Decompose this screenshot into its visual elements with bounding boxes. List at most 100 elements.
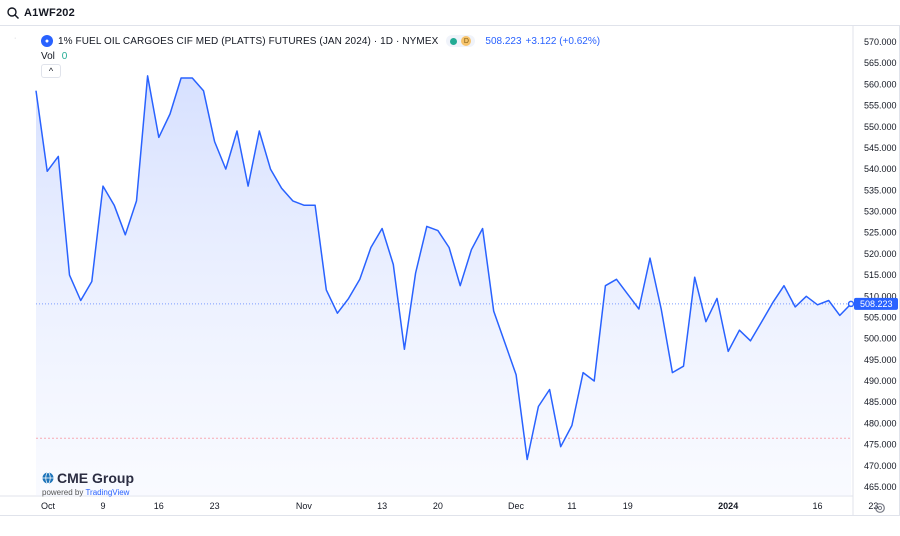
data-point[interactable]	[694, 276, 696, 278]
collapse-legend-button[interactable]: ^	[41, 64, 61, 78]
data-point[interactable]	[191, 77, 193, 79]
data-point[interactable]	[158, 136, 160, 138]
data-point[interactable]	[35, 90, 37, 92]
data-point[interactable]	[749, 340, 751, 342]
data-point[interactable]	[839, 314, 841, 316]
data-point[interactable]	[80, 299, 82, 301]
data-point[interactable]	[716, 297, 718, 299]
data-point[interactable]	[292, 200, 294, 202]
data-point[interactable]	[783, 285, 785, 287]
gear-icon[interactable]	[874, 502, 886, 514]
data-point[interactable]	[258, 130, 260, 132]
data-point[interactable]	[772, 301, 774, 303]
data-point[interactable]	[370, 246, 372, 248]
data-point[interactable]	[682, 365, 684, 367]
data-point[interactable]	[68, 274, 70, 276]
last-price-tag-label: 508.223	[860, 299, 893, 309]
search-icon[interactable]	[6, 6, 20, 20]
data-point[interactable]	[225, 168, 227, 170]
market-status-icon	[450, 37, 458, 45]
data-point[interactable]	[560, 446, 562, 448]
cme-logo[interactable]: CME Group	[42, 470, 134, 486]
data-point[interactable]	[269, 168, 271, 170]
data-point[interactable]	[325, 289, 327, 291]
data-point[interactable]	[124, 234, 126, 236]
data-point[interactable]	[794, 306, 796, 308]
data-point[interactable]	[805, 295, 807, 297]
y-tick-label: 520.000	[864, 249, 897, 259]
data-point[interactable]	[727, 350, 729, 352]
x-tick-label: Dec	[508, 501, 525, 511]
data-point[interactable]	[593, 380, 595, 382]
data-point[interactable]	[426, 225, 428, 227]
data-point[interactable]	[515, 374, 517, 376]
y-tick-label: 470.000	[864, 461, 897, 471]
last-price-tag	[854, 297, 898, 310]
data-point[interactable]	[381, 227, 383, 229]
data-point[interactable]	[336, 312, 338, 314]
data-point[interactable]	[615, 278, 617, 280]
y-tick-label: 525.000	[864, 228, 897, 238]
data-point[interactable]	[146, 75, 148, 77]
data-point[interactable]	[113, 204, 115, 206]
data-point[interactable]	[571, 424, 573, 426]
data-point[interactable]	[213, 140, 215, 142]
data-point[interactable]	[548, 388, 550, 390]
data-point[interactable]	[359, 278, 361, 280]
data-point[interactable]	[638, 308, 640, 310]
data-point[interactable]	[604, 285, 606, 287]
data-point[interactable]	[403, 348, 405, 350]
tradingview-link[interactable]: TradingView	[85, 488, 130, 497]
data-point[interactable]	[537, 405, 539, 407]
data-point[interactable]	[761, 321, 763, 323]
data-point[interactable]	[671, 371, 673, 373]
data-point[interactable]	[46, 170, 48, 172]
data-point[interactable]	[392, 263, 394, 265]
data-point[interactable]	[135, 200, 137, 202]
data-point[interactable]	[660, 308, 662, 310]
data-point[interactable]	[247, 185, 249, 187]
branding: CME Group powered by TradingView	[42, 470, 134, 497]
data-point[interactable]	[437, 229, 439, 231]
data-point[interactable]	[582, 371, 584, 373]
data-point[interactable]	[448, 246, 450, 248]
data-point[interactable]	[57, 155, 59, 157]
data-point[interactable]	[649, 257, 651, 259]
data-point[interactable]	[180, 77, 182, 79]
top-bar: A1WF202	[0, 0, 900, 26]
data-point[interactable]	[738, 329, 740, 331]
data-point[interactable]	[314, 204, 316, 206]
series-line[interactable]	[35, 75, 852, 461]
data-point[interactable]	[705, 321, 707, 323]
y-tick-label: 545.000	[864, 143, 897, 153]
x-tick-label: 2024	[718, 501, 738, 511]
data-point[interactable]	[816, 304, 818, 306]
data-point[interactable]	[481, 227, 483, 229]
status-badges: D	[446, 35, 476, 47]
data-point[interactable]	[91, 280, 93, 282]
data-point[interactable]	[470, 249, 472, 251]
legend-title: 1% FUEL OIL CARGOES CIF MED (PLATTS) FUT…	[58, 35, 439, 47]
data-point[interactable]	[202, 90, 204, 92]
y-tick-label: 535.000	[864, 185, 897, 195]
data-point[interactable]	[236, 130, 238, 132]
data-point[interactable]	[504, 342, 506, 344]
y-tick-label: 550.000	[864, 122, 897, 132]
data-point[interactable]	[303, 204, 305, 206]
globe-icon	[42, 472, 54, 484]
exchange-logo-icon: ●	[41, 35, 53, 47]
data-point[interactable]	[102, 185, 104, 187]
data-point[interactable]	[526, 458, 528, 460]
data-point[interactable]	[347, 297, 349, 299]
data-point[interactable]	[459, 285, 461, 287]
series-area	[36, 75, 851, 497]
data-point[interactable]	[280, 187, 282, 189]
data-point[interactable]	[627, 293, 629, 295]
data-point[interactable]	[169, 113, 171, 115]
data-point[interactable]	[414, 272, 416, 274]
x-tick-label: 23	[210, 501, 220, 511]
symbol-search-input[interactable]: A1WF202	[24, 6, 75, 19]
data-point[interactable]	[828, 299, 830, 301]
data-point[interactable]	[493, 310, 495, 312]
